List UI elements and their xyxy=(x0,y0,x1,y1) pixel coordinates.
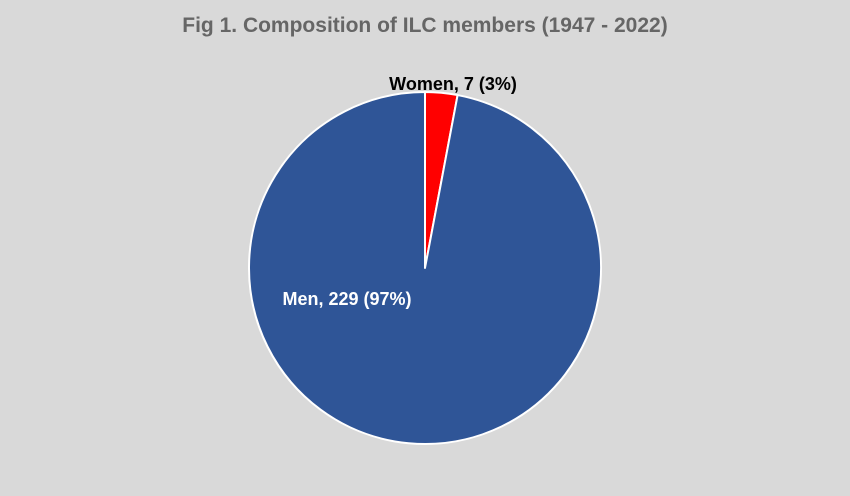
pie-labels: Women, 7 (3%) Men, 229 (97%) xyxy=(282,74,516,309)
chart-title: Fig 1. Composition of ILC members (1947 … xyxy=(182,14,668,37)
pie-slices xyxy=(248,91,602,445)
pie-slice-men xyxy=(248,91,602,445)
slice-label-women: Women, 7 (3%) xyxy=(389,74,517,94)
slice-label-men: Men, 229 (97%) xyxy=(282,289,411,309)
